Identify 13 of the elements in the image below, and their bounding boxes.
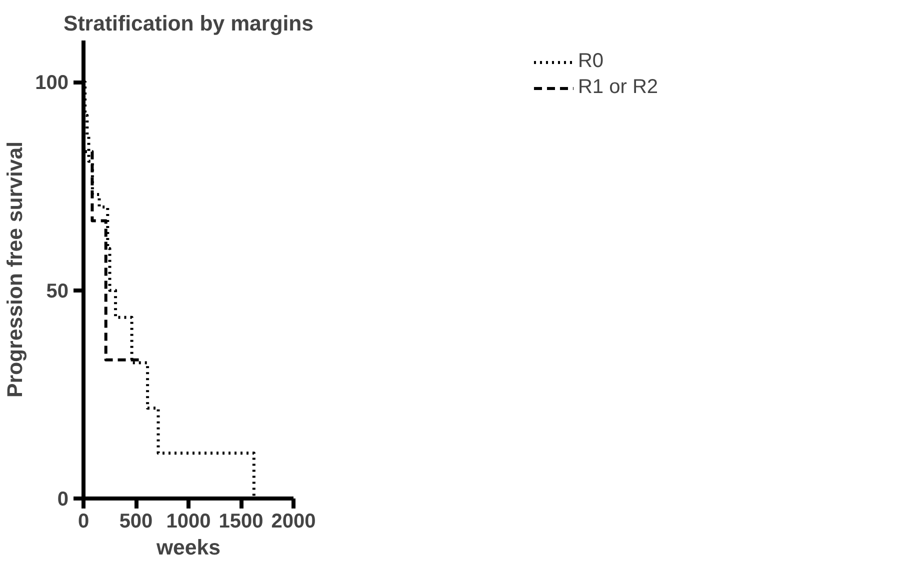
y-tick-label: 0 xyxy=(57,488,68,510)
y-tick-label: 50 xyxy=(46,280,69,302)
x-tick-label: 1500 xyxy=(218,510,264,532)
chart-title: Stratification by margins xyxy=(63,12,314,36)
x-tick-label: 500 xyxy=(119,510,153,532)
y-axis-title: Progression free survival xyxy=(3,141,28,398)
x-tick-label: 0 xyxy=(78,510,90,532)
x-tick-label: 1000 xyxy=(166,510,211,532)
legend-label: R0 xyxy=(578,50,604,73)
y-tick-label: 100 xyxy=(35,72,69,94)
x-axis-title: weeks xyxy=(155,536,221,560)
legend-label: R1 or R2 xyxy=(578,76,658,99)
x-tick-label: 2000 xyxy=(271,510,316,532)
